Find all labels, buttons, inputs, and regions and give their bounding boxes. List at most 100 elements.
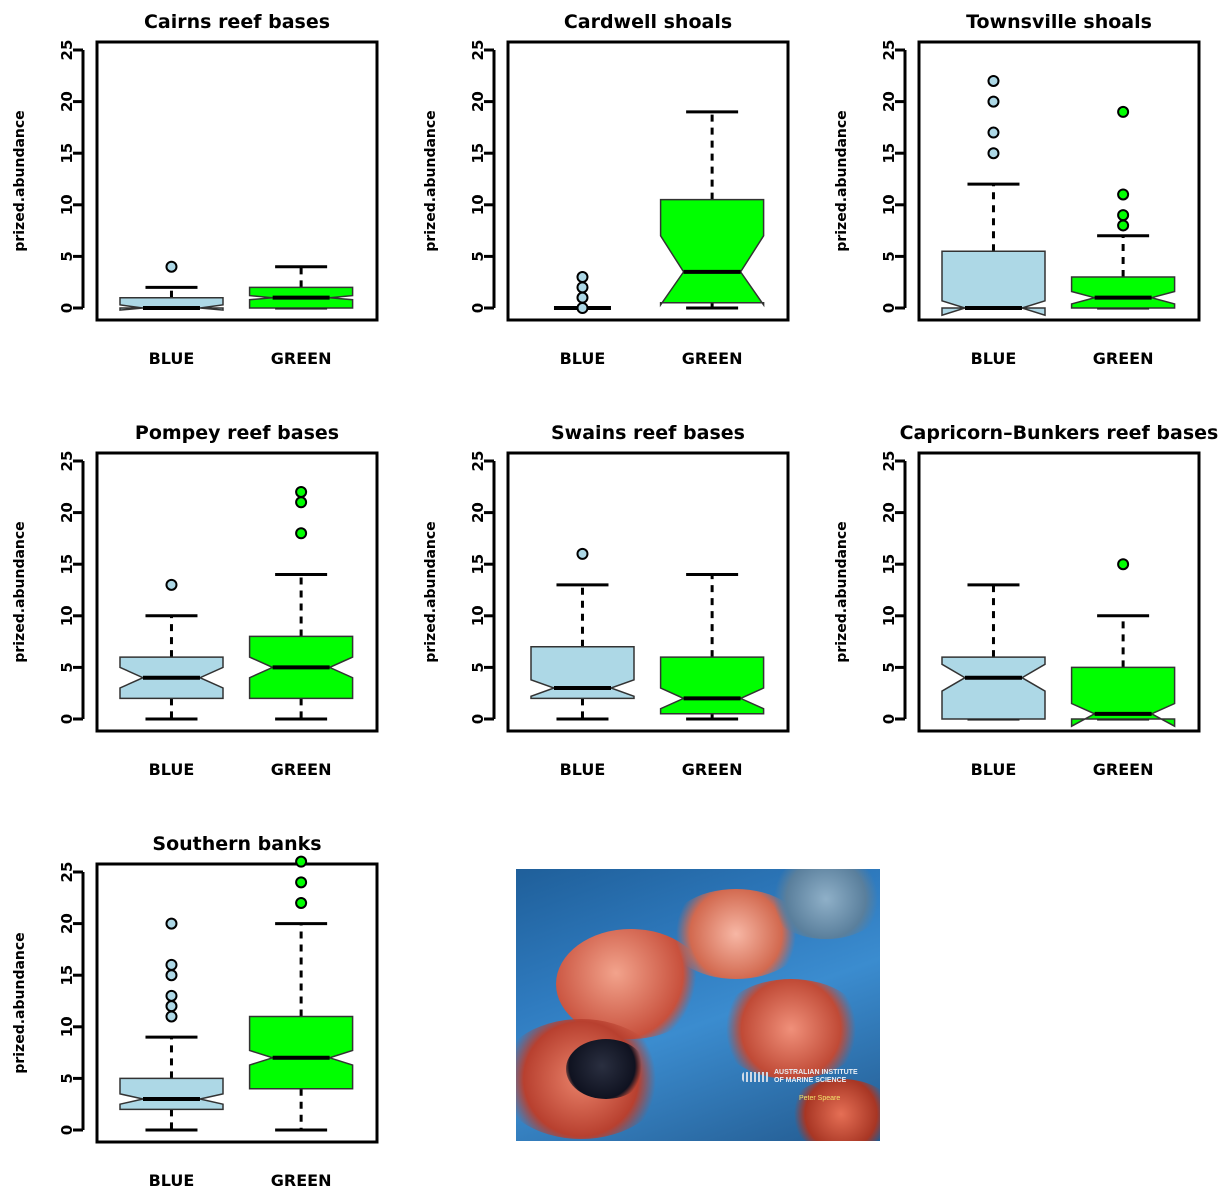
y-tick-label: 15: [58, 965, 76, 986]
x-tick-label: GREEN: [682, 349, 743, 368]
outlier-point: [1117, 219, 1130, 232]
x-tick-label: GREEN: [271, 1171, 332, 1187]
panel-1: Cairns reef bases prized.abundance 0 5 10 15 2…: [12, 11, 379, 368]
outlier-point: [987, 147, 1000, 160]
panel-5: Swains reef bases prized.abundance 0 5 10 15 2…: [423, 422, 790, 779]
x-tick-label: BLUE: [149, 760, 195, 779]
y-tick-label: 10: [58, 605, 76, 626]
photo-credit: Peter Speare: [799, 1095, 841, 1102]
box-green: GREEN: [248, 485, 354, 779]
y-tick-label: 10: [880, 194, 898, 215]
panel-title: Cairns reef bases: [144, 11, 330, 33]
y-tick-label: 5: [880, 251, 898, 261]
x-tick-label: BLUE: [971, 349, 1017, 368]
box-blue: BLUE: [553, 271, 611, 368]
box-blue: BLUE: [530, 547, 635, 779]
y-tick-label: 15: [880, 554, 898, 575]
box-green: GREEN: [248, 855, 354, 1187]
y-tick-label: 0: [469, 714, 487, 724]
box-green: GREEN: [659, 110, 765, 368]
y-tick-label: 15: [58, 554, 76, 575]
box-green: GREEN: [659, 573, 765, 779]
y-tick-label: 0: [58, 303, 76, 313]
box-green: GREEN: [248, 265, 354, 368]
outlier-point: [165, 260, 178, 273]
y-axis-label: prized.abundance: [834, 521, 850, 662]
notched-box: [248, 1015, 354, 1090]
y-tick-label: 10: [58, 194, 76, 215]
panel-7: Southern banks prized.abundance 0 5 10 15 20 25…: [12, 833, 379, 1187]
outlier-point: [1117, 188, 1130, 201]
outlier-point: [295, 896, 308, 909]
y-tick-label: 25: [880, 40, 898, 61]
notched-box: [1070, 276, 1176, 309]
y-axis-label: prized.abundance: [423, 521, 439, 662]
box-blue: BLUE: [119, 260, 224, 368]
y-axis-label: prized.abundance: [834, 110, 850, 251]
y-axis-label: prized.abundance: [12, 521, 28, 662]
y-tick-label: 15: [469, 143, 487, 164]
outlier-point: [295, 496, 308, 509]
y-tick-label: 20: [58, 502, 76, 523]
caption-line-1: AUSTRALIAN INSTITUTE: [774, 1069, 858, 1076]
notched-box: [941, 250, 1046, 317]
notched-box: [941, 656, 1046, 720]
outlier-point: [576, 302, 589, 314]
x-tick-label: GREEN: [271, 760, 332, 779]
outlier-point: [1117, 558, 1130, 571]
photo-caption: AUSTRALIAN INSTITUTE OF MARINE SCIENCE: [774, 1069, 858, 1085]
x-tick-label: BLUE: [971, 760, 1017, 779]
panel-6: Capricorn–Bunkers reef bases prized.abund…: [834, 422, 1218, 779]
y-tick-label: 20: [469, 91, 487, 112]
outlier-point: [1117, 209, 1130, 222]
plot-frame: [917, 40, 1201, 322]
x-tick-label: BLUE: [560, 760, 606, 779]
outlier-point: [987, 95, 1000, 108]
y-tick-label: 5: [469, 251, 487, 261]
x-tick-label: GREEN: [1093, 760, 1154, 779]
notched-box: [119, 1077, 224, 1111]
outlier-point: [295, 527, 308, 540]
y-tick-label: 25: [880, 451, 898, 472]
y-tick-label: 5: [58, 251, 76, 261]
outlier-point: [295, 485, 308, 498]
y-tick-label: 25: [58, 862, 76, 883]
y-tick-label: 5: [58, 662, 76, 672]
box-blue: BLUE: [119, 578, 224, 779]
plot-frame: [95, 862, 379, 1144]
y-tick-label: 0: [469, 303, 487, 313]
y-tick-label: 25: [58, 451, 76, 472]
y-tick-label: 10: [58, 1016, 76, 1037]
x-tick-label: BLUE: [149, 1171, 195, 1187]
y-tick-label: 10: [469, 605, 487, 626]
photo-fish-shape: [766, 869, 880, 939]
outlier-point: [165, 917, 178, 930]
y-tick-label: 20: [469, 502, 487, 523]
outlier-point: [987, 126, 1000, 139]
y-tick-label: 5: [58, 1073, 76, 1083]
notched-box: [659, 656, 765, 715]
outlier-point: [576, 281, 589, 294]
outlier-point: [1117, 105, 1130, 118]
photo-fish-shape: [716, 979, 866, 1079]
panel-title: Capricorn–Bunkers reef bases: [900, 422, 1219, 444]
y-tick-label: 25: [469, 451, 487, 472]
y-axis-label: prized.abundance: [12, 932, 28, 1073]
y-tick-label: 0: [880, 714, 898, 724]
y-tick-label: 0: [58, 1125, 76, 1135]
y-axis-label: prized.abundance: [12, 110, 28, 251]
y-tick-label: 0: [880, 303, 898, 313]
outlier-point: [576, 271, 589, 284]
y-tick-label: 15: [469, 554, 487, 575]
y-tick-label: 20: [58, 913, 76, 934]
panel-4: Pompey reef bases prized.abundance 0 5 10 15 2…: [12, 422, 379, 779]
y-axis-label: prized.abundance: [423, 110, 439, 251]
panel-title: Cardwell shoals: [564, 11, 732, 33]
y-tick-label: 10: [469, 194, 487, 215]
panel-2: Cardwell shoals prized.abundance 0 5 10 15 20 2…: [423, 11, 790, 368]
panel-title: Swains reef bases: [551, 422, 745, 444]
y-tick-label: 15: [58, 143, 76, 164]
y-tick-label: 5: [469, 662, 487, 672]
x-tick-label: BLUE: [560, 349, 606, 368]
